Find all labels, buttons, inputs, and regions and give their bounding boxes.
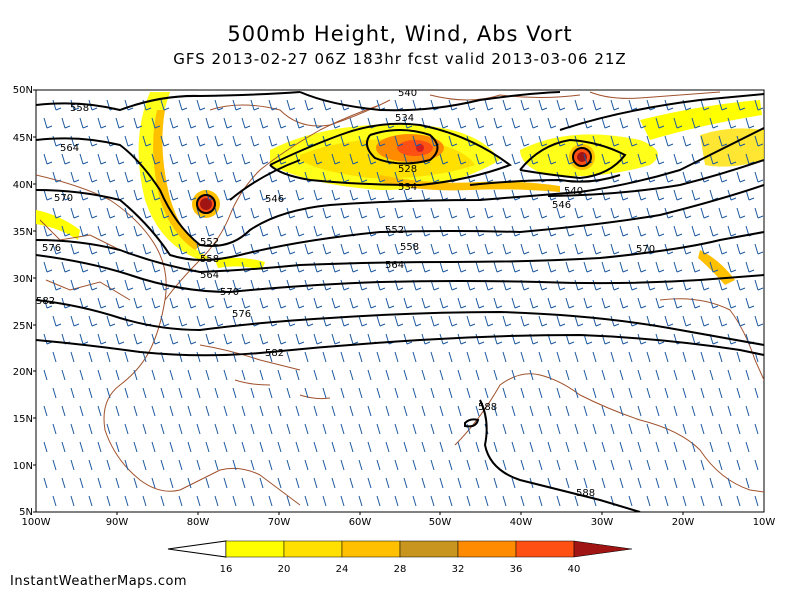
lat-label: 35N [13,227,33,238]
lat-label: 45N [13,133,33,144]
lat-label: 50N [13,85,33,96]
contour-label: 546 [265,194,284,205]
colorbar-tick: 16 [220,564,233,575]
lon-label: 60W [349,517,372,528]
contour-label: 546 [552,200,571,211]
lat-label: 25N [13,321,33,332]
lat-label: 30N [13,274,33,285]
contour-label: 582 [265,348,284,359]
contour-label: 588 [576,488,595,499]
colorbar-segment [225,540,285,558]
vorticity-shading [36,92,764,285]
lat-ticks [33,89,36,513]
longitude-labels: 100W 90W 80W 70W 60W 50W 40W 30W 20W 10W [22,517,776,528]
contour-label: 528 [398,164,417,175]
colorbar-tick: 28 [394,564,407,575]
contour-label: 576 [232,309,251,320]
lon-label: 100W [22,517,51,528]
contour-label: 558 [200,254,219,265]
contour-label: 558 [400,242,419,253]
contour-labels: 558 564 570 576 582 552 558 564 570 576 … [36,88,655,499]
contour-label: 570 [636,244,655,255]
contour-label: 534 [398,182,417,193]
lat-label: 10N [13,461,33,472]
colorbar-tick: 32 [452,564,465,575]
lat-label: 15N [13,414,33,425]
contour-label: 576 [42,243,61,254]
lat-label: 5N [19,507,33,518]
contour-label: 570 [54,193,73,204]
contour-label: 540 [398,88,417,99]
lon-label: 20W [672,517,695,528]
site-credit: InstantWeatherMaps.com [10,574,188,589]
lon-label: 30W [591,517,614,528]
contour-label: 588 [478,402,497,413]
colorbar-tick: 20 [278,564,291,575]
lon-label: 50W [429,517,452,528]
colorbar-max-arrow [573,540,633,558]
contour-label: 570 [220,287,239,298]
contour-label: 564 [385,260,404,271]
lon-label: 90W [106,517,129,528]
contour-label: 558 [70,103,89,114]
lat-label: 20N [13,367,33,378]
contour-label: 564 [60,143,79,154]
map-title: 500mb Height, Wind, Abs Vort [227,22,573,46]
lon-label: 80W [187,517,210,528]
contour-label: 582 [36,296,55,307]
colorbar-min-arrow [167,540,227,558]
lon-label: 70W [268,517,291,528]
colorbar-segment [399,540,459,558]
lon-label: 10W [753,517,776,528]
contour-label: 534 [395,113,414,124]
colorbar-segment [515,540,575,558]
map-subtitle: GFS 2013-02-27 06Z 183hr fcst valid 2013… [173,50,627,68]
contour-label: 564 [200,270,219,281]
colorbar-tick: 40 [568,564,581,575]
colorbar-segment [457,540,517,558]
colorbar-tick: 24 [336,564,349,575]
colorbar-segment [341,540,401,558]
height-contours [36,91,764,512]
colorbar-segment [283,540,343,558]
colorbar: 16 20 24 28 32 36 40 [167,540,633,575]
contour-label: 552 [385,225,404,236]
latitude-labels: 50N 45N 40N 35N 30N 25N 20N 15N 10N 5N [13,85,33,518]
lat-label: 40N [13,180,33,191]
colorbar-tick: 36 [510,564,523,575]
coastlines [36,91,764,506]
contour-label: 540 [564,186,583,197]
lon-ticks [116,512,684,515]
contour-label: 552 [200,237,219,248]
lon-label: 40W [510,517,533,528]
